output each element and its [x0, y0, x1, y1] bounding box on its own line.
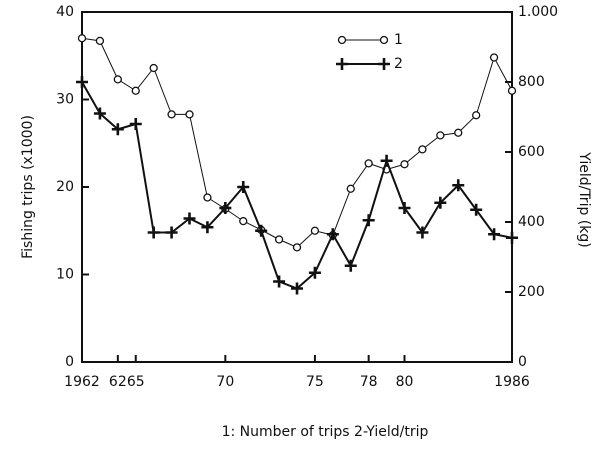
y-axis-label: Fishing trips (x1000) [20, 115, 36, 259]
series-line [81, 37, 513, 248]
point [418, 145, 427, 154]
point [364, 159, 373, 168]
point [489, 53, 499, 62]
point [273, 275, 286, 288]
legend-marker [378, 58, 390, 70]
point [131, 86, 140, 95]
legend-label: 1 [394, 32, 403, 48]
point [434, 196, 447, 209]
y-tick-label: 10 [56, 267, 74, 283]
point [472, 111, 481, 120]
caption: 1: Number of trips 2-Yield/trip [222, 424, 429, 440]
point [185, 110, 194, 119]
x-tick-label: 70 [216, 374, 234, 390]
x-tick-label: 80 [396, 374, 414, 390]
point [488, 228, 501, 241]
point [203, 193, 212, 202]
y-tick-label: 0 [65, 354, 74, 370]
y2-tick-label: 200 [518, 284, 545, 300]
point [237, 181, 250, 193]
point [452, 179, 465, 192]
point [219, 202, 232, 214]
x-tick-label: 62 [109, 374, 127, 390]
y-tick-label: 40 [56, 4, 74, 20]
point [129, 118, 142, 130]
x-tick-label: 1986 [494, 374, 530, 390]
point [346, 184, 355, 193]
point [93, 107, 106, 120]
y2-tick-label: 0 [518, 354, 527, 370]
point [167, 110, 176, 119]
point [255, 224, 268, 237]
point [95, 36, 105, 46]
legend-marker [337, 35, 347, 45]
point [292, 243, 302, 252]
y2-axis-label: Yield/Trip (kg) [576, 151, 592, 247]
y-tick-label: 30 [56, 92, 74, 108]
x-tick-label: 65 [127, 374, 145, 390]
y2-tick-label: 600 [518, 144, 545, 160]
point [506, 231, 518, 244]
point [77, 34, 87, 43]
point [310, 226, 320, 235]
legend-marker [336, 58, 348, 70]
point [308, 266, 321, 279]
point [454, 128, 463, 137]
x-tick-label: 78 [360, 374, 378, 390]
point [111, 123, 124, 136]
point [398, 202, 411, 214]
point [113, 75, 122, 84]
point [165, 226, 178, 239]
point [436, 131, 445, 140]
point [183, 212, 196, 225]
y2-tick-label: 800 [518, 74, 545, 90]
point [470, 203, 483, 216]
legend-label: 2 [394, 56, 403, 72]
point [201, 221, 214, 234]
point [239, 216, 248, 226]
series-line [81, 81, 513, 290]
point [326, 228, 339, 241]
y2-tick-label: 400 [518, 214, 545, 230]
y-tick-label: 20 [56, 179, 74, 195]
point [147, 226, 160, 239]
legend-marker [379, 35, 389, 45]
point [291, 282, 303, 295]
point [362, 214, 375, 227]
point [507, 86, 517, 95]
point [344, 259, 357, 272]
point [416, 226, 429, 239]
point [380, 154, 393, 167]
x-tick-label: 75 [306, 374, 324, 390]
point [400, 160, 409, 169]
y2-tick-label: 1.000 [518, 4, 558, 20]
x-tick-label: 1962 [64, 374, 100, 390]
point [274, 235, 284, 244]
point [149, 63, 158, 73]
point [76, 76, 88, 88]
